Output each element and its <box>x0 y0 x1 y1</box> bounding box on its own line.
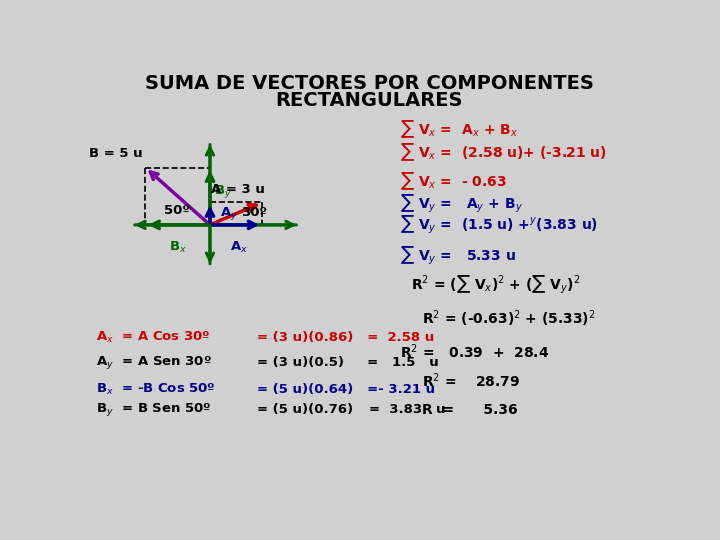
Text: R$^2$ = (-0.63)$^2$ + (5.33)$^2$: R$^2$ = (-0.63)$^2$ + (5.33)$^2$ <box>422 308 595 329</box>
Text: = (5 u)(0.64)   =- 3.21 u: = (5 u)(0.64) =- 3.21 u <box>258 383 436 396</box>
Text: B$_y$: B$_y$ <box>215 183 233 200</box>
Text: $\sum$ V$_y$ =  (1.5 u) +$^y$(3.83 u): $\sum$ V$_y$ = (1.5 u) +$^y$(3.83 u) <box>400 214 598 236</box>
Text: R$^2$ =    28.79: R$^2$ = 28.79 <box>422 372 520 390</box>
Text: $\sum$ V$_x$ =  A$_x$ + B$_x$: $\sum$ V$_x$ = A$_x$ + B$_x$ <box>400 118 518 140</box>
Text: A$_x$: A$_x$ <box>230 239 248 254</box>
Text: = (3 u)(0.86)   =  2.58 u: = (3 u)(0.86) = 2.58 u <box>258 330 435 343</box>
Text: =  3.83   u: = 3.83 u <box>369 403 446 416</box>
Text: SUMA DE VECTORES POR COMPONENTES: SUMA DE VECTORES POR COMPONENTES <box>145 74 593 93</box>
Text: B$_y$  = B Sen 50º: B$_y$ = B Sen 50º <box>96 401 211 418</box>
Text: $\sum$ V$_y$ =   5.33 u: $\sum$ V$_y$ = 5.33 u <box>400 245 516 267</box>
Text: 50º: 50º <box>163 204 189 217</box>
Text: = (5 u)(0.76): = (5 u)(0.76) <box>258 403 354 416</box>
Text: $\sum$ V$_x$ =  (2.58 u)+ (-3.21 u): $\sum$ V$_x$ = (2.58 u)+ (-3.21 u) <box>400 141 606 163</box>
Text: $\sum$ V$_y$ =   A$_y$ + B$_y$: $\sum$ V$_y$ = A$_y$ + B$_y$ <box>400 193 523 215</box>
Text: A$_x$  = A Cos 30º: A$_x$ = A Cos 30º <box>96 329 210 345</box>
Text: = (3 u)(0.5)     =   1.5   u: = (3 u)(0.5) = 1.5 u <box>258 356 439 369</box>
Text: A$_y$: A$_y$ <box>220 205 238 222</box>
Text: R  =      5.36: R = 5.36 <box>422 403 518 417</box>
Text: $\sum$ V$_x$ =  - 0.63: $\sum$ V$_x$ = - 0.63 <box>400 170 507 192</box>
Text: R$^2$ =   0.39  +  28.4: R$^2$ = 0.39 + 28.4 <box>400 342 549 361</box>
Text: 30º: 30º <box>240 206 266 219</box>
Text: R$^2$ = ($\sum$ V$_x$)$^2$ + ($\sum$ V$_y$)$^2$: R$^2$ = ($\sum$ V$_x$)$^2$ + ($\sum$ V$_… <box>411 274 580 296</box>
Text: RECTANGULARES: RECTANGULARES <box>275 91 463 110</box>
Text: B$_x$  = -B Cos 50º: B$_x$ = -B Cos 50º <box>96 382 215 397</box>
Text: B = 5 u: B = 5 u <box>89 147 143 160</box>
Text: A$_y$  = A Sen 30º: A$_y$ = A Sen 30º <box>96 354 212 370</box>
Text: A = 3 u: A = 3 u <box>211 183 265 196</box>
Text: B$_x$: B$_x$ <box>168 239 186 254</box>
